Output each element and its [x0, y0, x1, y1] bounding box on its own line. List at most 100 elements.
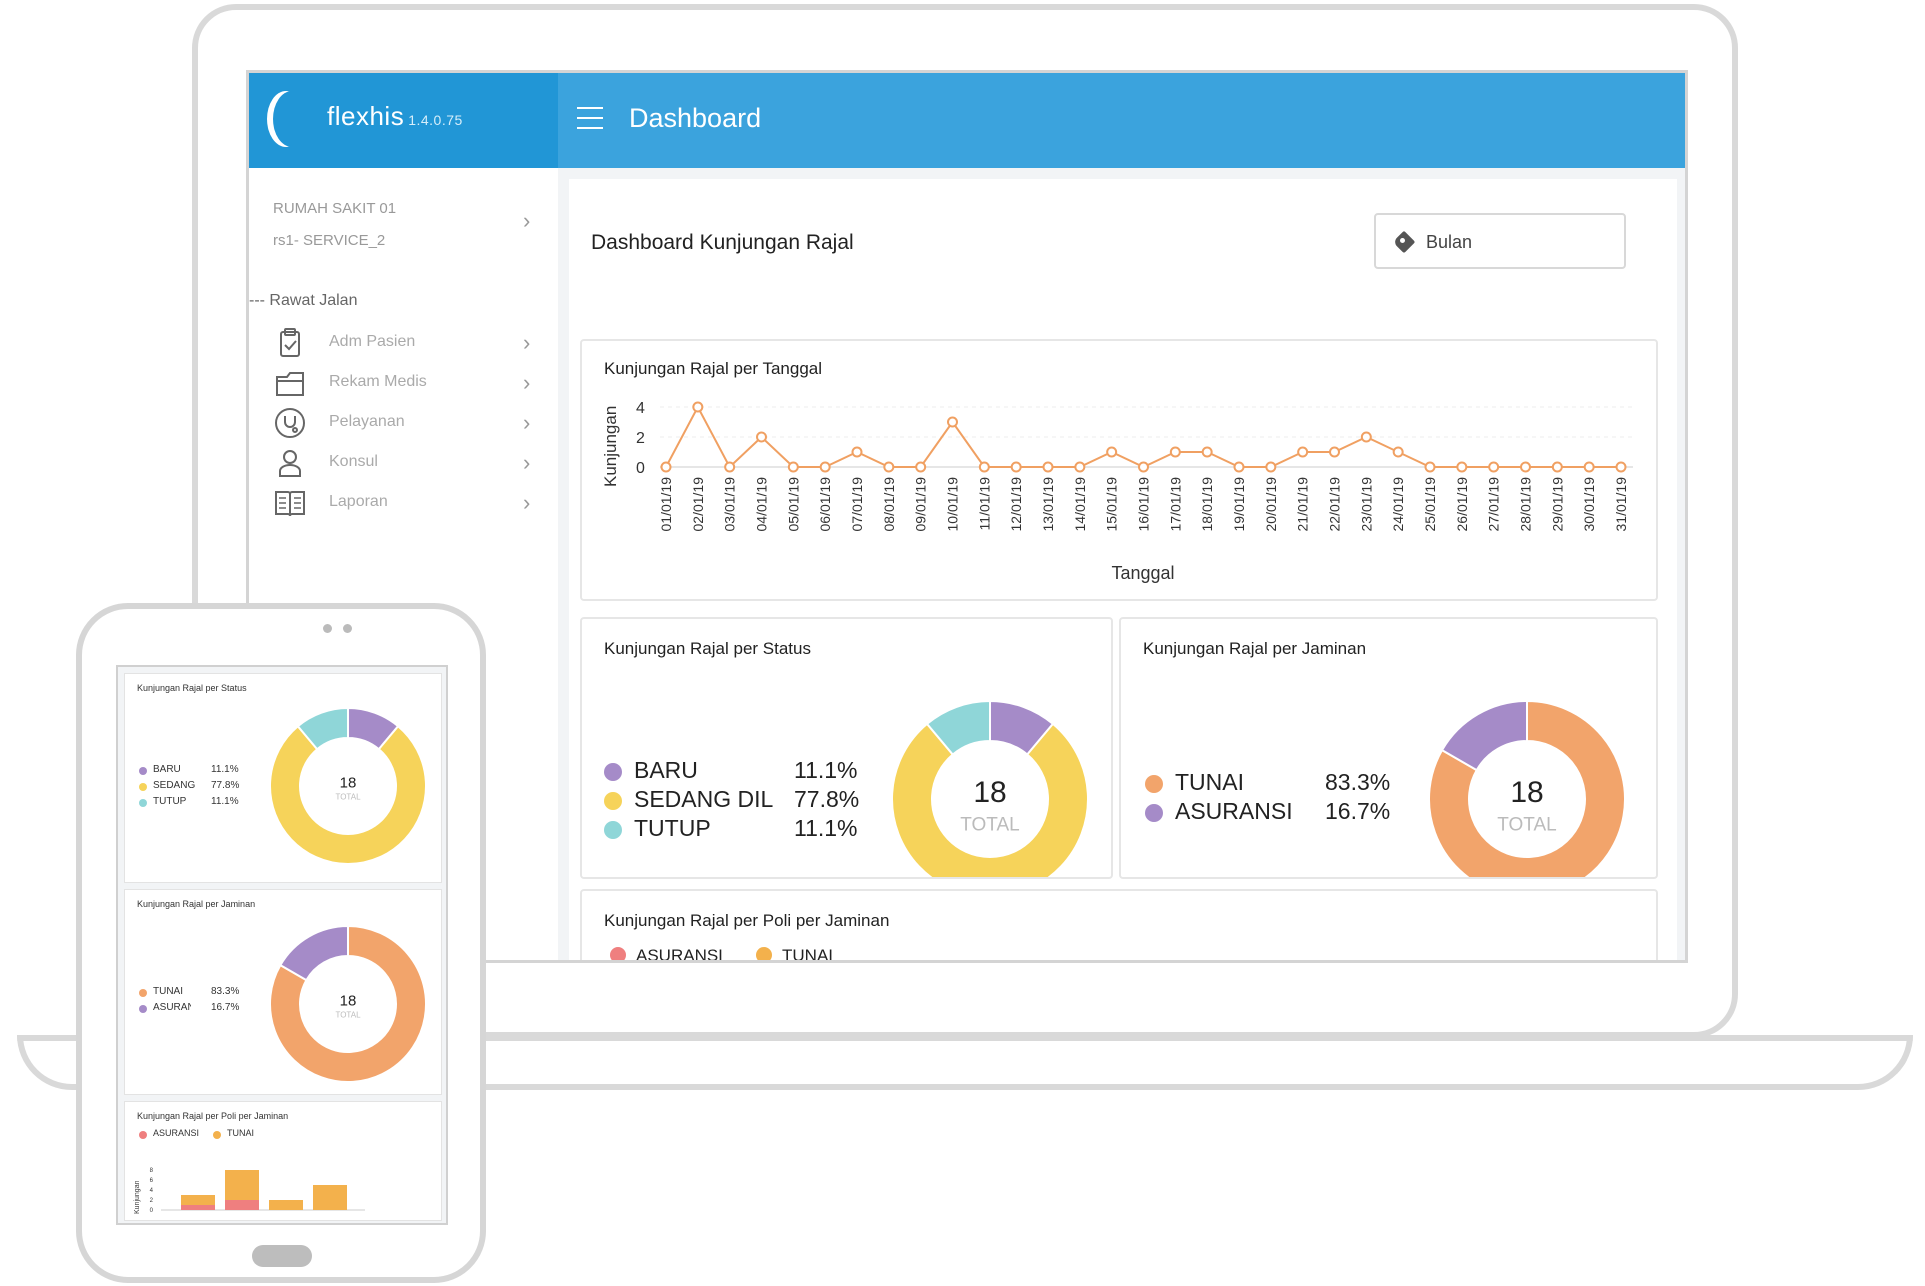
status-chart-title: Kunjungan Rajal per Status: [604, 639, 811, 658]
clipboard-icon: [280, 328, 300, 357]
data-point: [1583, 461, 1595, 473]
legend-item-bar-asuransi[interactable]: ASURANSI: [610, 943, 730, 963]
bar-tunai: [269, 1200, 303, 1210]
hamburger-menu-icon[interactable]: [577, 107, 603, 129]
x-tick-label: 31/01/19: [1613, 477, 1629, 532]
sidebar-item-pelayanan[interactable]: Pelayanan ›: [273, 404, 543, 444]
donut-slice: [269, 924, 427, 1083]
data-point: [1169, 446, 1181, 458]
donut-total-label: TOTAL: [335, 1011, 361, 1020]
legend-item-sedang[interactable]: SEDANG DIL 77.8%: [604, 786, 864, 816]
data-point: [692, 401, 704, 413]
section-heading: --- Rawat Jalan: [249, 292, 358, 309]
donut-slice: [296, 706, 349, 751]
status-chart-card: Kunjungan Rajal per Status BARU 11.1% SE…: [580, 617, 1113, 879]
sidebar-item-laporan[interactable]: Laporan ›: [273, 484, 543, 524]
chevron-right-icon: ›: [523, 330, 531, 355]
phone-home-button[interactable]: [252, 1245, 312, 1267]
donut-total-label: TOTAL: [960, 815, 1019, 836]
legend-pct: 16.7%: [1325, 798, 1391, 824]
phone-jaminan-title: Kunjungan Rajal per Jaminan: [137, 899, 256, 909]
bar-tunai: [313, 1185, 347, 1210]
data-point: [1138, 461, 1149, 473]
legend-name: ASURANSI: [153, 1002, 191, 1013]
legend-name: SEDANG DIL: [634, 786, 774, 812]
service-name: rs1- SERVICE_2: [273, 232, 386, 249]
y-tick-label: 2: [150, 1198, 154, 1204]
data-point: [915, 461, 927, 473]
donut-total-value: 18: [1510, 776, 1543, 809]
x-tick-label: 29/01/19: [1549, 477, 1565, 532]
sidebar-item-rekam-medis[interactable]: Rekam Medis ›: [273, 364, 543, 404]
x-tick-label: 05/01/19: [785, 477, 801, 532]
data-point: [1615, 461, 1627, 473]
legend-pct: 83.3%: [211, 986, 240, 997]
logo-moon-icon: [273, 91, 311, 147]
x-tick-label: 07/01/19: [849, 477, 865, 532]
phone-jaminan-card: Kunjungan Rajal per Jaminan TUNAI 83.3% …: [124, 889, 442, 1095]
x-tick-label: 30/01/19: [1581, 477, 1597, 532]
bar-tunai: [181, 1195, 215, 1205]
x-tick-label: 21/01/19: [1295, 477, 1311, 532]
data-point: [978, 461, 990, 473]
data-point: [947, 416, 958, 428]
data-point: [756, 431, 767, 443]
chevron-right-icon: ›: [523, 410, 531, 435]
legend-item-tunai[interactable]: TUNAI 83.3%: [1145, 769, 1405, 799]
data-point: [1233, 461, 1245, 473]
y-tick-label: 4: [636, 400, 645, 417]
x-tick-label: 19/01/19: [1231, 477, 1247, 532]
main-content: Dashboard Kunjungan Rajal Bulan Kunjunga…: [569, 179, 1677, 963]
legend-item-tutup[interactable]: TUTUP 11.1%: [604, 815, 864, 845]
legend-name: ASURANSI: [1175, 798, 1293, 824]
period-filter-button[interactable]: Bulan: [1374, 213, 1626, 269]
y-tick-label: 6: [150, 1178, 154, 1184]
y-tick-label: 4: [150, 1188, 154, 1194]
line-chart: 0 2 4 Kunjungan 01/01/19 02/01/19 03/01/19 04/0…: [601, 400, 1633, 583]
legend-dot: [139, 767, 147, 775]
x-tick-label: 14/01/19: [1072, 477, 1088, 532]
sidebar-item-label: Adm Pasien: [329, 333, 416, 350]
status-donut-chart: 18 TOTAL: [891, 699, 1089, 877]
legend-item-baru[interactable]: BARU 11.1%: [604, 757, 864, 787]
brand[interactable]: flexhis 1.4.0.75: [249, 73, 558, 168]
data-point: [1488, 461, 1500, 473]
legend-dot: [139, 1131, 147, 1139]
legend-pct: 11.1%: [794, 815, 858, 841]
legend-dot: [139, 783, 147, 791]
data-point: [1265, 461, 1277, 473]
laptop-screen: flexhis 1.4.0.75 Dashboard RUMAH SAKIT 01…: [246, 70, 1688, 963]
period-filter-label: Bulan: [1426, 232, 1473, 252]
legend-name: TUNAI: [782, 946, 833, 963]
hospital-chevron-icon[interactable]: ›: [523, 208, 531, 233]
x-tick-label: 03/01/19: [722, 477, 738, 532]
sidebar-item-konsul[interactable]: Konsul ›: [273, 444, 543, 484]
legend-item-asuransi[interactable]: ASURANSI 16.7%: [1145, 798, 1405, 828]
x-tick-label: 28/01/19: [1518, 477, 1534, 532]
x-tick-label: 10/01/19: [945, 477, 961, 532]
y-tick-label: 0: [150, 1208, 154, 1214]
data-point: [1424, 461, 1436, 473]
poli-chart-title: Kunjungan Rajal per Poli per Jaminan: [604, 911, 890, 930]
x-tick-label: 01/01/19: [658, 477, 674, 532]
x-tick-label: 18/01/19: [1199, 477, 1215, 532]
x-tick-label: 27/01/19: [1486, 477, 1502, 532]
legend-name: ASURANSI: [636, 946, 723, 963]
bar-asuransi: [225, 1200, 259, 1210]
y-axis-label: Kunjungan: [134, 1180, 141, 1214]
data-point: [1520, 461, 1531, 473]
sidebar-item-adm-pasien[interactable]: Adm Pasien ›: [273, 324, 543, 364]
data-point: [1042, 461, 1054, 473]
legend-item-bar-tunai[interactable]: TUNAI: [756, 943, 876, 963]
line-chart-card: Kunjungan Rajal per Tanggal 0 2 4 Kunjungan…: [580, 339, 1658, 601]
legend-dot: [139, 799, 147, 807]
legend-pct: 11.1%: [211, 764, 239, 775]
legend-pct: 77.8%: [794, 786, 860, 812]
legend-dot: [604, 792, 622, 810]
data-point: [1456, 461, 1468, 473]
data-point: [1360, 431, 1372, 443]
data-point: [1392, 446, 1404, 458]
phone-poli-bar-chart: 0 2 4 6 8 Kunjungan: [134, 1168, 365, 1214]
